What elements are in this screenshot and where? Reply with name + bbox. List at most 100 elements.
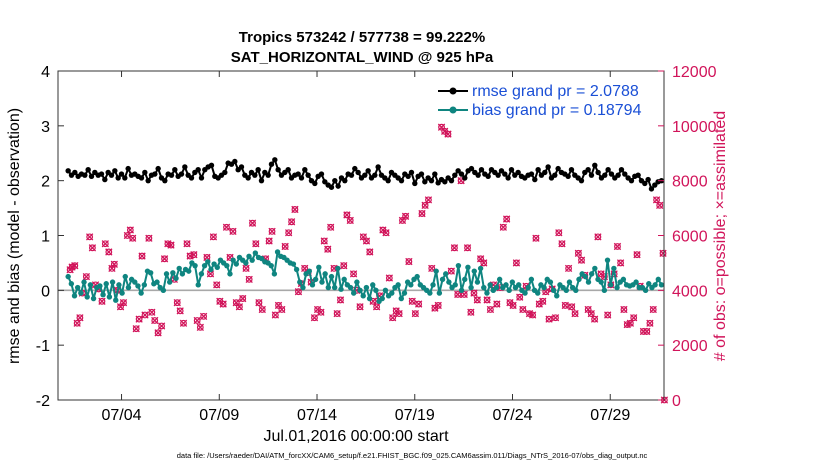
rmse-point [642,180,648,187]
rmse-point [162,177,168,184]
obs-count-point [190,251,198,259]
x-axis: 07/04 07/09 07/14 07/19 07/24 07/29 [102,71,630,424]
bias-point [522,290,528,296]
obs-count-point [434,301,442,310]
rmse-point [318,171,325,177]
bias-point [125,284,132,291]
rmse-point [468,165,475,172]
obs-count-point [616,259,625,267]
obs-count-point [265,237,273,245]
rmse-point [452,172,458,178]
bias-point [97,283,103,289]
obs-count-point [119,299,128,307]
bias-point [433,268,439,274]
rmse-point [565,173,571,179]
y-tick-label-right: 12000 [672,64,717,81]
obs-count-point [473,296,481,304]
bias-point [395,282,401,288]
bias-point [322,271,328,277]
rmse-point [428,177,435,184]
bias-point [135,283,141,289]
bias-point [205,259,211,265]
obs-count-point [148,308,156,316]
rmse-series [65,157,665,192]
obs-count-point [349,270,358,278]
obs-count-point [268,227,276,236]
bias-point [471,268,477,274]
rmse-point [122,175,128,181]
obs-count-point [245,275,253,284]
rmse-point [628,177,635,184]
bias-point [290,261,297,267]
rmse-point [442,179,448,185]
rmse-point [568,167,575,173]
obs-count-point [151,316,159,325]
x-tick-label: 07/24 [492,407,532,424]
rmse-point [348,172,355,178]
obs-count-point [110,260,118,268]
obs-count-point [239,294,247,303]
bias-point [509,279,516,285]
obs-count-point [424,196,433,204]
rmse-point [412,180,418,187]
bias-point [382,287,389,294]
obs-count-point [630,314,638,322]
rmse-point [82,172,88,178]
obs-count-point [551,314,560,322]
obs-count-point [516,293,524,301]
obs-count-point [512,259,521,267]
bias-point [481,284,487,291]
bias-point [252,250,259,256]
obs-count-point [395,309,403,318]
bias-point [224,262,230,269]
rmse-point [508,167,515,173]
obs-count-point [568,303,576,311]
obs-count-point [444,130,452,138]
x-tick-label: 07/04 [102,407,142,424]
rmse-point [272,157,278,163]
obs-count-point [389,314,397,322]
rmse-point [545,164,551,170]
rmse-point [602,172,608,178]
obs-count-point [398,216,407,225]
rmse-point [502,171,508,177]
obs-count-point [437,123,446,131]
bias-point [462,276,468,283]
legend-rmse-label: rmse grand pr = 2.0788 [472,83,639,100]
bias-point [106,294,113,300]
obs-count-point [213,281,221,289]
rmse-point [118,171,125,177]
obs-count-point [176,307,184,315]
bias-point [455,262,462,269]
obs-count-point [584,305,592,314]
bias-point [607,282,614,288]
obs-count-point [382,229,390,237]
bias-point [163,271,170,277]
obs-count-point [659,249,667,257]
bias-point [122,273,128,280]
obs-count-point [157,322,166,330]
bias-point [408,282,414,288]
bias-point [604,257,611,263]
rmse-point [342,177,348,184]
bias-point [439,276,446,283]
rmse-point [622,171,628,177]
rmse-point [352,165,358,172]
rmse-point [152,171,158,177]
rmse-point [608,171,615,177]
bias-point [506,287,512,294]
rmse-point [555,165,561,172]
obs-count-point [502,215,511,223]
y-tick-label-left: 0 [41,283,50,300]
obs-count-point [271,311,280,319]
bias-point [496,276,503,283]
bias-point [592,265,598,272]
rmse-point [232,158,238,165]
y-tick-label-left: 3 [41,119,50,136]
obs-count-point [346,216,354,225]
y-tick-label-left: -1 [36,338,50,355]
x-tick-label: 07/14 [297,407,337,424]
y-tick-label-left: 1 [41,229,50,246]
rmse-point [102,176,108,183]
rmse-point [298,175,305,181]
